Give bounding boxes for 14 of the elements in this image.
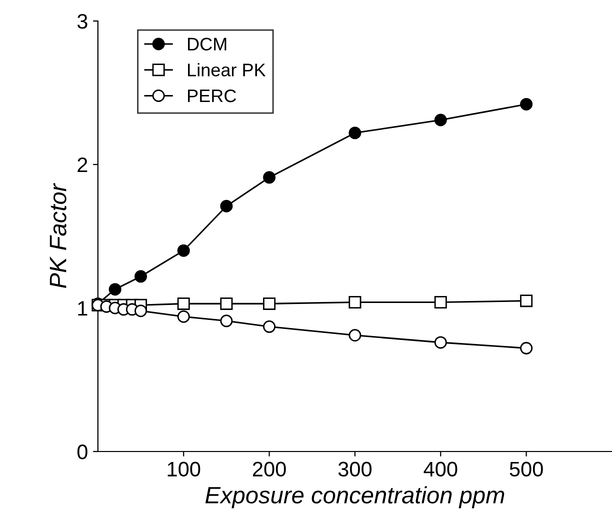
legend-label: PERC [188,89,236,102]
x-tick-label: 100 [168,462,200,477]
legend-label: DCM [188,38,226,51]
x-axis-title: Exposure concentration ppm [205,486,504,508]
y-axis-title: PK Factor [50,182,66,288]
y-tick-label: 3 [77,14,88,29]
y-tick-label: 1 [78,301,88,316]
legend-label: Linear PK [188,63,266,76]
y-tick-label: 2 [78,158,88,172]
y-tick-label: 0 [77,444,88,460]
x-tick-label: 400 [424,462,458,477]
x-tick-label: 200 [252,462,286,477]
x-tick-label: 500 [510,462,543,477]
x-tick-label: 300 [338,462,372,477]
